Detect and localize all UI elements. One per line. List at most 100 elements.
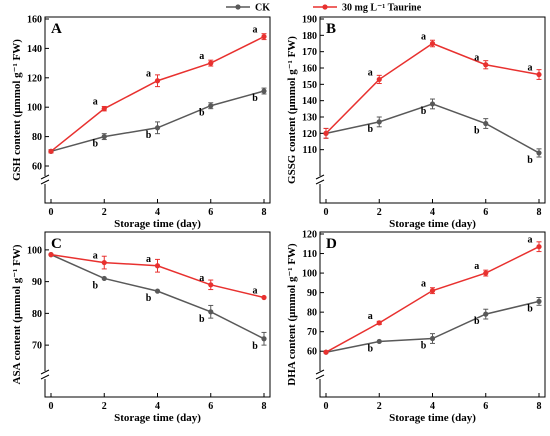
data-point: [323, 130, 329, 136]
y-axis-label: GSSG content (μmmol g⁻¹ FW): [286, 36, 298, 184]
panel-B: 110 120 130 140 150 160 170 180 190 0 2 4 6 8 Storage …: [286, 15, 546, 230]
data-point: [208, 282, 214, 288]
y-tick-label: 160: [302, 64, 317, 75]
panel-letter: A: [51, 21, 62, 37]
axis-break-mark: [315, 374, 325, 380]
significance-letter: b: [474, 126, 480, 137]
data-point: [483, 270, 489, 276]
significance-letter: b: [252, 341, 258, 352]
axis-break-gap: [316, 176, 324, 184]
x-tick-label: 2: [377, 207, 382, 218]
panel-C: 70 80 90 100 0 2 4 6 8 Storage time (day) ASA cont…: [11, 231, 271, 424]
plot-frame: [44, 16, 271, 204]
significance-letter: b: [252, 93, 258, 104]
data-point: [261, 336, 267, 342]
y-tick-label: 150: [302, 80, 317, 91]
x-tick-label: 4: [155, 207, 160, 218]
significance-letter: a: [421, 279, 426, 290]
data-point: [208, 309, 214, 315]
axis-break-mark: [315, 179, 325, 185]
significance-letter: b: [367, 343, 373, 354]
y-tick-label: 180: [302, 31, 317, 42]
significance-letter: b: [421, 341, 427, 352]
legend-label-1: 30 mg L⁻¹ Taurine: [342, 3, 422, 14]
data-point: [429, 101, 436, 107]
data-point: [48, 148, 54, 154]
significance-letter: b: [421, 106, 427, 117]
plot-frame: [44, 231, 271, 398]
x-tick-label: 4: [155, 401, 160, 412]
series-taurine: a a a a: [323, 235, 542, 355]
x-tick-label: 2: [377, 401, 382, 412]
series-line: [50, 90, 265, 153]
y-tick-label: 80: [32, 132, 42, 143]
data-point: [376, 338, 382, 345]
significance-letter: b: [527, 303, 533, 314]
y-tick-label: 100: [302, 269, 317, 280]
y-tick-label: 110: [303, 145, 317, 156]
axis-break-gap: [41, 176, 49, 184]
y-tick-label: 170: [302, 47, 317, 58]
x-tick-label: 0: [324, 401, 329, 412]
y-tick-label: 60: [32, 162, 42, 173]
significance-letter: b: [199, 314, 205, 325]
significance-letter: b: [92, 139, 98, 150]
significance-letter: b: [474, 316, 480, 327]
data-point: [323, 349, 329, 355]
data-point: [483, 120, 489, 127]
y-tick-label: 70: [307, 327, 317, 338]
y-tick-label: 120: [27, 73, 42, 84]
series-ck: b b b b: [48, 87, 267, 154]
significance-letter: b: [146, 130, 152, 141]
y-tick-label: 110: [303, 249, 317, 260]
significance-letter: a: [474, 53, 479, 64]
axis-break-gap: [41, 371, 49, 379]
y-tick-label: 80: [307, 308, 317, 319]
data-point: [101, 106, 107, 112]
significance-letter: b: [199, 108, 205, 119]
data-point: [429, 40, 436, 47]
significance-letter: b: [527, 155, 533, 166]
panel-letter: D: [326, 236, 337, 252]
x-tick-label: 6: [483, 207, 488, 218]
series-line: [325, 103, 540, 154]
x-tick-label: 8: [262, 207, 267, 218]
y-tick-label: 70: [32, 341, 42, 352]
y-axis-label: GSH content (μmmol g⁻¹ FW): [11, 39, 23, 181]
panel-letter: C: [51, 236, 62, 252]
series-ck: b b b b: [323, 98, 542, 166]
plot-frame: [319, 231, 546, 398]
data-point: [261, 294, 267, 301]
significance-letter: a: [146, 69, 151, 80]
panel-D: 60 70 80 90 100 110 120 0 2 4 6 8 Storage time (day)…: [286, 230, 546, 424]
series-line: [325, 300, 540, 353]
x-tick-label: 4: [430, 401, 435, 412]
axis-break-mark: [315, 369, 325, 375]
x-axis-label: Storage time (day): [389, 218, 476, 230]
panel-letter: B: [326, 21, 336, 37]
panel-A: 60 80 100 120 140 160 0 2 4 6 8 Storage time (day) G…: [11, 15, 271, 230]
x-tick-label: 0: [49, 401, 54, 412]
significance-letter: a: [146, 254, 151, 265]
data-point: [429, 335, 436, 342]
significance-letter: b: [92, 280, 98, 291]
x-tick-label: 2: [102, 401, 107, 412]
data-point: [101, 259, 107, 266]
y-tick-label: 130: [302, 113, 317, 124]
series-ck: b b b b: [323, 297, 542, 355]
significance-letter: a: [368, 67, 373, 78]
data-point: [261, 34, 267, 40]
y-tick-label: 160: [27, 15, 42, 26]
y-tick-label: 100: [27, 103, 42, 114]
data-point: [154, 263, 161, 269]
axis-break-mark: [40, 369, 50, 375]
data-point: [483, 62, 489, 68]
axis-break-mark: [40, 174, 50, 180]
x-tick-label: 0: [324, 207, 329, 218]
x-tick-label: 8: [262, 401, 267, 412]
y-tick-label: 100: [27, 245, 42, 256]
significance-letter: a: [93, 251, 98, 262]
series-ck: b b b b: [48, 252, 267, 352]
